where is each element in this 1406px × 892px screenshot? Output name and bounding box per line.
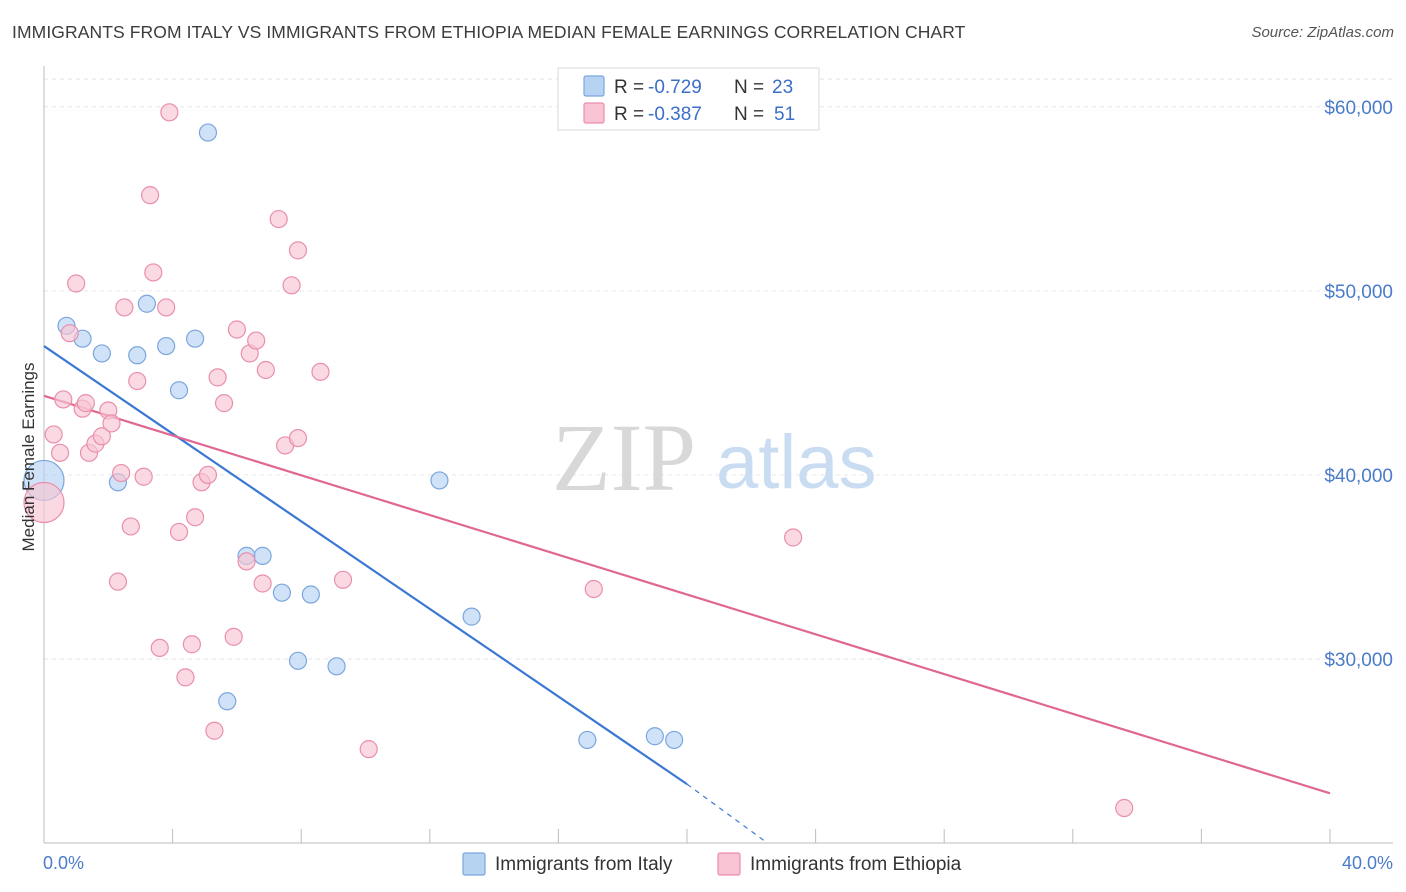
point-italy (578, 730, 597, 750)
point-ethiopia (169, 522, 189, 542)
watermark: ZIP atlas (552, 404, 877, 511)
point-ethiopia (208, 368, 227, 387)
legend-n-value-italy: 23 (772, 77, 793, 98)
point-ethiopia (333, 570, 353, 589)
point-ethiopia (108, 572, 128, 591)
point-italy (327, 657, 346, 676)
point-italy (301, 585, 320, 604)
point-ethiopia (67, 274, 86, 293)
point-ethiopia (182, 635, 201, 654)
legend-n-label-italy: N = (734, 77, 764, 98)
point-italy (218, 692, 237, 711)
point-italy (137, 294, 156, 313)
point-ethiopia (584, 579, 603, 599)
point-italy (665, 730, 684, 750)
axes (43, 66, 1393, 844)
y-tick-label: $30,000 (1324, 650, 1393, 671)
point-ethiopia (176, 668, 195, 687)
trendline-extension-italy (686, 783, 768, 844)
point-ethiopia (186, 508, 205, 527)
point-ethiopia (44, 425, 63, 444)
point-ethiopia (198, 465, 218, 485)
point-ethiopia (311, 362, 330, 381)
point-italy (128, 346, 147, 365)
point-ethiopia (112, 463, 131, 483)
legend-r-value-italy: -0.729 (648, 77, 702, 98)
point-ethiopia (237, 552, 256, 571)
y-tick-label: $40,000 (1324, 466, 1393, 487)
point-ethiopia (288, 241, 308, 260)
bottom-legend-swatch-italy (462, 852, 486, 876)
point-italy (198, 123, 218, 142)
trendlines (43, 345, 1331, 844)
bottom-legend-swatch-ethiopia (717, 852, 741, 876)
point-ethiopia (102, 414, 121, 433)
legend-n-value-ethiopia: 51 (774, 104, 795, 125)
bottom-legend-label-italy: Immigrants from Italy (495, 854, 673, 875)
point-ethiopia (214, 394, 234, 413)
point-ethiopia (247, 331, 266, 350)
point-ethiopia (227, 320, 246, 339)
chart-title: IMMIGRANTS FROM ITALY VS IMMIGRANTS FROM… (12, 22, 966, 42)
point-ethiopia (92, 427, 111, 446)
point-italy (169, 381, 189, 400)
legend-swatch-ethiopia (583, 102, 605, 124)
point-ethiopia (1115, 798, 1134, 818)
point-italy (272, 583, 292, 602)
point-ethiopia (282, 276, 301, 295)
point-ethiopia (359, 740, 378, 759)
x-tick-label-max: 40.0% (1342, 853, 1393, 873)
point-ethiopia (60, 324, 79, 343)
point-ethiopia (23, 481, 65, 524)
point-ethiopia (288, 428, 308, 448)
point-italy (186, 329, 205, 348)
legend-swatch-italy (583, 75, 605, 97)
data-points (23, 103, 1134, 818)
point-ethiopia (50, 443, 70, 462)
point-ethiopia (224, 627, 243, 646)
point-ethiopia (121, 517, 140, 536)
legend-n-label-ethiopia: N = (734, 104, 764, 125)
y-tick-label: $60,000 (1324, 98, 1393, 119)
watermark-atlas: atlas (716, 420, 877, 505)
point-italy (430, 471, 449, 490)
point-ethiopia (54, 390, 73, 409)
point-ethiopia (157, 298, 176, 317)
point-italy (645, 727, 664, 746)
point-ethiopia (256, 360, 275, 380)
point-italy (462, 607, 481, 626)
point-ethiopia (205, 721, 224, 740)
point-ethiopia (144, 263, 163, 282)
point-ethiopia (115, 298, 134, 317)
bottom-legend-label-ethiopia: Immigrants from Ethiopia (750, 854, 962, 875)
legend-r-value-ethiopia: -0.387 (648, 104, 702, 125)
point-ethiopia (783, 528, 803, 547)
trendline-italy (43, 345, 688, 786)
point-ethiopia (269, 209, 288, 229)
point-ethiopia (128, 371, 147, 391)
point-ethiopia (134, 467, 153, 486)
x-tick-label-min: 0.0% (43, 853, 84, 873)
series-legend: Immigrants from Italy Immigrants from Et… (462, 852, 962, 876)
y-tick-labels: $30,000 $40,000 $50,000 $60,000 (1324, 98, 1393, 671)
point-italy (92, 344, 111, 363)
gridlines (44, 78, 1393, 660)
point-ethiopia (76, 394, 95, 413)
y-tick-label: $50,000 (1324, 282, 1393, 303)
watermark-zip: ZIP (552, 404, 696, 511)
trendline-ethiopia (43, 394, 1331, 795)
y-axis-title: Median Female Earnings (19, 363, 38, 552)
correlation-legend: R = -0.729 N = 23 R = -0.387 N = 51 (557, 67, 820, 131)
point-ethiopia (140, 186, 160, 205)
point-ethiopia (160, 103, 179, 122)
point-italy (253, 546, 272, 565)
point-ethiopia (253, 574, 272, 593)
source-label: Source: ZipAtlas.com (1251, 24, 1394, 41)
legend-r-label-italy: R = (614, 77, 644, 98)
point-italy (288, 651, 308, 670)
point-italy (157, 336, 176, 356)
legend-r-label-ethiopia: R = (614, 104, 644, 125)
point-ethiopia (150, 638, 169, 658)
